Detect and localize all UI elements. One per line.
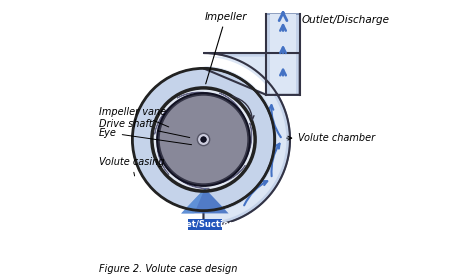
Text: Eye: Eye (99, 128, 191, 145)
Polygon shape (203, 53, 300, 226)
Circle shape (157, 93, 249, 186)
Circle shape (159, 95, 248, 184)
Polygon shape (190, 165, 246, 185)
Polygon shape (203, 57, 296, 222)
Text: Volute casing: Volute casing (99, 157, 164, 176)
Circle shape (164, 103, 229, 167)
Text: Volute chamber: Volute chamber (287, 133, 375, 143)
Text: Drive shaft: Drive shaft (99, 119, 190, 138)
Text: Impeller vane: Impeller vane (99, 107, 169, 127)
Text: Inlet/Suction: Inlet/Suction (174, 220, 235, 229)
Polygon shape (181, 188, 205, 213)
Circle shape (197, 133, 210, 146)
Polygon shape (219, 93, 248, 143)
Polygon shape (162, 155, 210, 189)
Polygon shape (177, 92, 234, 107)
Polygon shape (155, 96, 198, 134)
Circle shape (201, 137, 206, 142)
Bar (270, 14, 296, 95)
Polygon shape (181, 188, 228, 213)
Polygon shape (157, 117, 169, 174)
Text: Impeller: Impeller (205, 11, 247, 84)
FancyBboxPatch shape (188, 219, 222, 230)
Polygon shape (228, 123, 252, 176)
Text: Outlet/Discharge: Outlet/Discharge (301, 15, 389, 25)
Bar (266, 14, 300, 95)
Circle shape (132, 68, 274, 211)
Circle shape (152, 88, 255, 191)
Text: Figure 2. Volute case design: Figure 2. Volute case design (99, 264, 237, 274)
